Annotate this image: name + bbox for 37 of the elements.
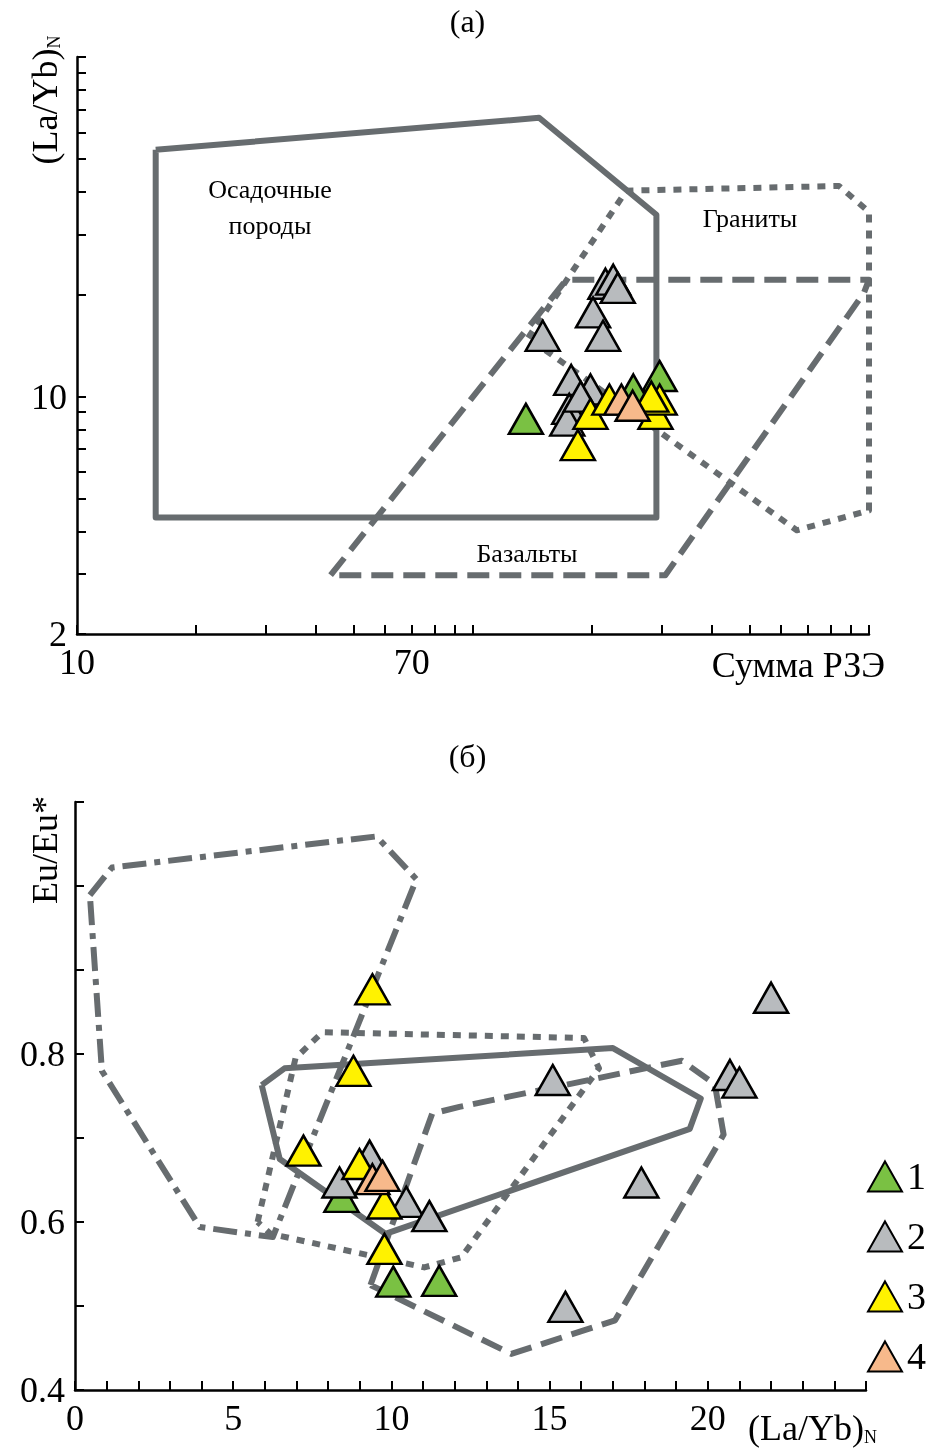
x-tick-label: 0	[66, 1398, 84, 1438]
point	[752, 981, 790, 1014]
x-tick-label: 15	[531, 1398, 568, 1438]
legend-label: 3	[907, 1275, 926, 1318]
legend-label: 2	[907, 1215, 926, 1258]
y-tick-label: 0.6	[20, 1202, 65, 1242]
y-axis-title: Eu/Eu*	[25, 796, 65, 904]
x-axis-title: (La/Yb)N	[748, 1408, 877, 1448]
point	[420, 1264, 458, 1298]
point	[364, 1159, 401, 1193]
y-tick-label: 10	[31, 376, 67, 417]
point	[547, 1290, 584, 1324]
y-tick-label: 0.4	[20, 1370, 65, 1410]
point	[321, 1166, 358, 1199]
annotation: Осадочные породы	[208, 174, 332, 240]
point	[335, 1054, 372, 1088]
point	[375, 1265, 412, 1298]
point	[411, 1199, 448, 1233]
x-axis-title: Сумма РЗЭ	[711, 645, 885, 685]
point	[366, 1232, 403, 1266]
legend-label: 4	[907, 1335, 926, 1378]
legend-label: 1	[907, 1155, 926, 1198]
point	[285, 1134, 322, 1167]
x-tick-label: 20	[689, 1398, 726, 1438]
point	[721, 1066, 758, 1099]
x-tick-label: 5	[224, 1398, 243, 1438]
point	[623, 1166, 660, 1199]
point	[354, 973, 391, 1006]
y-axis-title: (La/Yb)N	[25, 35, 65, 165]
chart-title: (a)	[449, 3, 486, 39]
chart-title: (б)	[448, 738, 487, 774]
x-tick-label: 10	[373, 1398, 410, 1438]
annotation: Граниты	[702, 203, 798, 233]
y-tick-label: 0.8	[20, 1034, 65, 1074]
point	[534, 1063, 572, 1097]
annotation: Базальты	[476, 538, 578, 568]
x-tick-label: 70	[393, 642, 430, 682]
